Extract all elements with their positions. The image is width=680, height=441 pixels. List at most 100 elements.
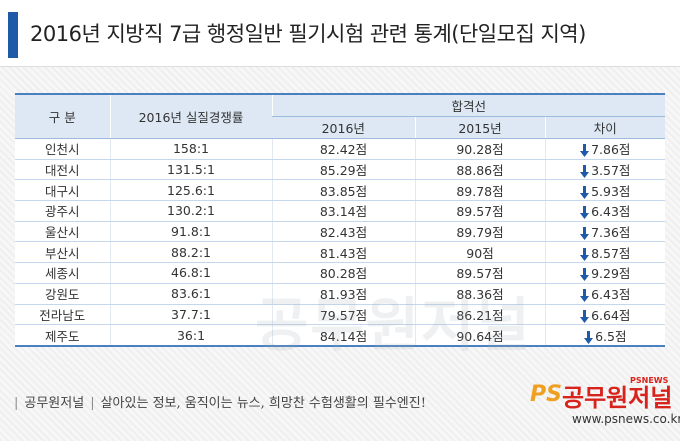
table-cell: 8.57점 <box>544 241 666 264</box>
cell-text: 6.64점 <box>591 307 631 323</box>
cell-text: 79.57점 <box>319 307 368 323</box>
title-bar: 2016년 지방직 7급 행정일반 필기시험 관련 통계(단일모집 지역) <box>0 0 680 67</box>
cell-text: 제주도 <box>44 328 80 344</box>
cell-text: 인천시 <box>44 142 80 158</box>
cell-text: 83.6:1 <box>171 286 211 302</box>
cell-text: 46.8:1 <box>171 265 211 281</box>
header-cell: 2016년 실질경쟁률 <box>109 93 272 139</box>
cell-text: 6.43점 <box>591 204 631 220</box>
header-cell: 2015년 <box>414 116 545 139</box>
arrow-shape <box>580 309 590 323</box>
cell-text: 83.85점 <box>319 183 368 199</box>
table-cell: 85.29점 <box>271 159 415 181</box>
arrow-shape <box>580 268 590 282</box>
arrow-shape <box>580 165 590 179</box>
cell-text: 광주시 <box>44 204 80 220</box>
table-cell: 125.6:1 <box>109 179 272 202</box>
cell-text: 91.8:1 <box>171 224 211 240</box>
down-arrow <box>580 309 590 323</box>
table-cell: 79.57점 <box>271 304 415 326</box>
cell-text: 82.42점 <box>319 142 368 158</box>
cell-text: 89.57점 <box>456 204 504 220</box>
arrow-shape <box>580 247 590 261</box>
table-cell: 인천시 <box>15 138 110 160</box>
header-cell: 합격선 <box>271 93 666 117</box>
logo-news: PSNEWS <box>630 376 669 385</box>
cell-text: 88.36점 <box>456 287 504 303</box>
down-arrow <box>580 227 590 241</box>
table-cell: 82.42점 <box>271 138 415 160</box>
slogan: 살아있는 정보, 움직이는 뉴스, 희망찬 수험생활의 필수엔진! <box>100 396 426 411</box>
down-arrow <box>580 144 590 158</box>
cell-text: 세종시 <box>44 266 80 282</box>
table-row: 대구시 125.6:1 83.85점 89.78점 5.93점 <box>15 179 666 202</box>
cell-text: 대구시 <box>44 183 80 199</box>
down-arrow <box>580 247 590 261</box>
cell-text: 85.29점 <box>319 163 368 179</box>
cell-text: 대전시 <box>44 163 80 179</box>
table-cell: 강원도 <box>15 283 110 305</box>
arrow-shape <box>580 185 590 199</box>
arrow-shape <box>580 144 590 158</box>
table-cell: 158:1 <box>109 138 272 160</box>
table-cell: 부산시 <box>15 241 110 264</box>
table-row: 인천시 158:1 82.42점 90.28점 7.86점 <box>15 138 666 160</box>
table-cell: 7.86점 <box>544 138 666 160</box>
table-cell: 6.5점 <box>544 324 666 347</box>
table-row: 제주도 36:1 84.14점 90.64점 6.5점 <box>15 324 666 347</box>
table-cell: 80.28점 <box>271 262 415 284</box>
arrow-shape <box>580 227 590 241</box>
table-cell: 울산시 <box>15 221 110 243</box>
cell-text: 부산시 <box>44 245 80 261</box>
table-row: 부산시 88.2:1 81.43점 90점 8.57점 <box>15 241 666 264</box>
table-cell: 36:1 <box>109 324 272 347</box>
table-cell: 90.64점 <box>414 324 545 347</box>
table-cell: 88.36점 <box>414 283 545 305</box>
table-row: 강원도 83.6:1 81.93점 88.36점 6.43점 <box>15 283 666 305</box>
table-cell: 90점 <box>414 241 545 264</box>
header-cell: 구 분 <box>15 93 110 139</box>
cell-text: 90.64점 <box>456 328 504 344</box>
logo-ps: PS <box>530 382 562 407</box>
cell-text: 81.93점 <box>319 287 368 303</box>
table-cell: 제주도 <box>15 324 110 347</box>
cell-text: 125.6:1 <box>167 182 215 198</box>
cell-text: 84.14점 <box>319 328 368 344</box>
table-cell: 대구시 <box>15 179 110 202</box>
cell-text: 89.57점 <box>456 266 504 282</box>
down-arrow <box>580 165 590 179</box>
table-cell: 91.8:1 <box>109 221 272 243</box>
slogan-line: | 공무원저널 | 살아있는 정보, 움직이는 뉴스, 희망찬 수험생활의 필수엔진! <box>14 396 426 411</box>
table-row: 대전시 131.5:1 85.29점 88.86점 3.57점 <box>15 159 666 181</box>
table-cell: 89.79점 <box>414 221 545 243</box>
table-row: 울산시 91.8:1 82.43점 89.79점 7.36점 <box>15 221 666 243</box>
title-accent <box>8 12 18 58</box>
table-cell: 81.43점 <box>271 241 415 264</box>
table-cell: 83.6:1 <box>109 283 272 305</box>
cell-text: 9.29점 <box>591 266 631 282</box>
table-cell: 131.5:1 <box>109 159 272 181</box>
down-arrow <box>580 289 590 303</box>
table-cell: 6.43점 <box>544 283 666 305</box>
table-cell: 83.14점 <box>271 200 415 222</box>
cell-text: 158:1 <box>172 141 210 157</box>
cell-text: 89.78점 <box>456 183 504 199</box>
table-cell: 83.85점 <box>271 179 415 202</box>
table-cell: 대전시 <box>15 159 110 181</box>
cell-text: 81.43점 <box>319 245 368 261</box>
table-cell: 세종시 <box>15 262 110 284</box>
table-container: 구 분 2016년 실질경쟁률 합격선 2016년 2015년 차이 인천시 15… <box>15 93 666 359</box>
table-cell: 82.43점 <box>271 221 415 243</box>
table-cell: 전라남도 <box>15 304 110 326</box>
arrow-shape <box>584 330 594 344</box>
down-arrow <box>580 206 590 220</box>
cell-text: 3.57점 <box>591 163 631 179</box>
title: 2016년 지방직 7급 행정일반 필기시험 관련 통계(단일모집 지역) <box>30 22 586 46</box>
cell-text: 130.2:1 <box>167 203 215 219</box>
header-cell: 차이 <box>544 116 666 139</box>
cell-text: 6.43점 <box>591 287 631 303</box>
table-cell: 90.28점 <box>414 138 545 160</box>
down-arrow <box>580 185 590 199</box>
table-cell: 88.86점 <box>414 159 545 181</box>
table-cell: 광주시 <box>15 200 110 222</box>
